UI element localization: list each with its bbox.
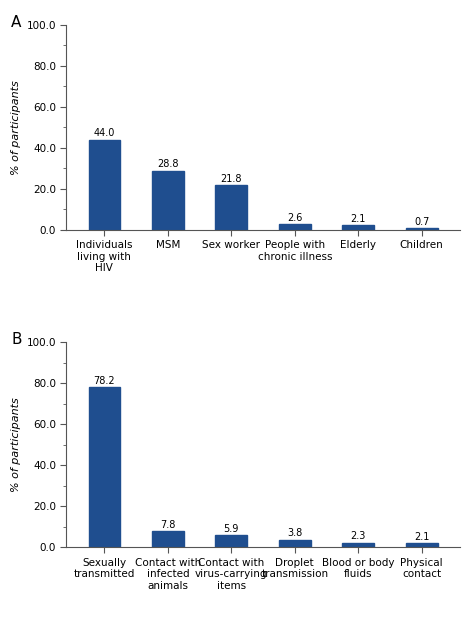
Bar [152,171,184,230]
Bar [89,387,120,547]
Text: 7.8: 7.8 [160,520,175,530]
Text: 2.6: 2.6 [287,213,302,223]
Bar [342,225,374,230]
Text: 28.8: 28.8 [157,159,179,169]
Y-axis label: % of participants: % of participants [11,397,21,492]
Text: 78.2: 78.2 [94,376,115,386]
Text: 0.7: 0.7 [414,217,429,227]
Bar [216,536,247,547]
Text: 2.1: 2.1 [414,532,429,542]
Text: A: A [11,15,22,30]
Bar [89,139,120,230]
Bar [406,228,438,230]
Text: 44.0: 44.0 [94,128,115,138]
Text: 2.3: 2.3 [351,531,366,541]
Bar [342,542,374,547]
Bar [216,185,247,230]
Bar [279,225,310,230]
Bar [152,531,184,547]
Text: B: B [11,332,22,347]
Bar [406,543,438,547]
Text: 5.9: 5.9 [224,524,239,534]
Text: 2.1: 2.1 [351,214,366,224]
Y-axis label: % of participants: % of participants [11,80,21,175]
Bar [279,539,310,547]
Text: 3.8: 3.8 [287,528,302,538]
Text: 21.8: 21.8 [220,174,242,183]
